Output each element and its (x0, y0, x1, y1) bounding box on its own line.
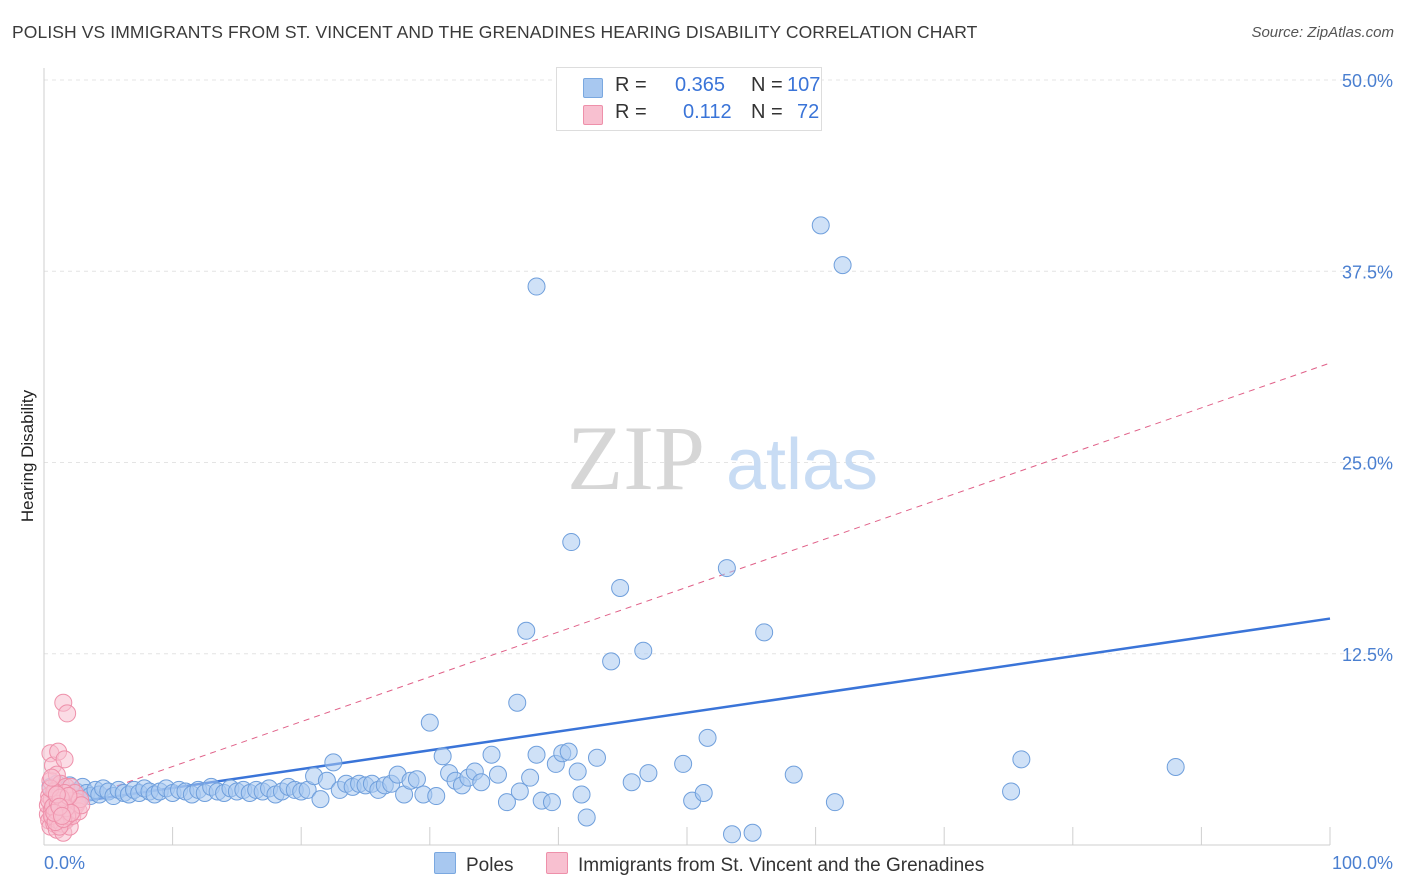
watermark-zip: ZIP (567, 407, 705, 509)
data-point-0 (488, 765, 507, 784)
data-point-0 (602, 652, 621, 671)
data-point-0 (755, 623, 774, 642)
data-point-1 (58, 704, 77, 723)
data-point-0 (527, 745, 546, 764)
data-point-0 (317, 771, 336, 790)
bottom-legend-swatch-poles (434, 852, 456, 874)
data-point-1 (55, 750, 74, 769)
y-tick-label: 25.0% (1342, 454, 1393, 474)
legend-r-label: R = (615, 74, 647, 96)
data-point-0 (510, 782, 529, 801)
data-point-0 (568, 762, 587, 781)
data-point-0 (517, 621, 536, 640)
grid-lines (44, 79, 1390, 655)
data-point-0 (622, 773, 641, 792)
chart-title: POLISH VS IMMIGRANTS FROM ST. VINCENT AN… (12, 22, 978, 42)
x-tick-label: 0.0% (44, 853, 85, 873)
data-point-1 (42, 768, 61, 787)
legend-r-value: 0.112 (683, 101, 732, 123)
legend-n-value: 72 (797, 101, 820, 123)
data-point-0 (611, 578, 630, 597)
data-point-0 (508, 693, 527, 712)
y-tick-label: 12.5% (1342, 645, 1393, 665)
data-point-0 (427, 787, 446, 806)
data-point-0 (521, 768, 540, 787)
data-point-0 (743, 823, 762, 842)
legend-r-value: 0.365 (675, 74, 726, 96)
y-tick-label: 50.0% (1342, 71, 1393, 91)
data-point-0 (559, 742, 578, 761)
data-point-0 (674, 754, 693, 773)
data-point-1 (53, 806, 72, 825)
data-point-0 (784, 765, 803, 784)
legend-n-label: N = (751, 101, 783, 123)
trend-line-0 (43, 617, 1331, 808)
data-point-0 (717, 559, 736, 578)
data-point-0 (639, 764, 658, 783)
stats-legend: R = 0.365 N = 107 R = 0.112 N = 72 (556, 67, 822, 131)
x-tick-label: 100.0% (1332, 853, 1393, 873)
data-point-0 (1002, 782, 1021, 801)
data-point-0 (311, 790, 330, 809)
source-label: Source: ZipAtlas.com (1251, 24, 1394, 41)
data-point-0 (407, 770, 426, 789)
data-point-0 (723, 825, 742, 844)
data-point-0 (1166, 757, 1185, 776)
legend-n-label: N = (751, 74, 783, 96)
data-point-0 (811, 216, 830, 235)
data-point-0 (698, 728, 717, 747)
data-point-0 (527, 277, 546, 296)
data-point-0 (324, 753, 343, 772)
data-point-0 (694, 783, 713, 802)
legend-swatch-immigrants (583, 105, 603, 125)
legend-n-value: 107 (787, 74, 821, 96)
legend-r-label: R = (615, 101, 647, 123)
data-point-0 (634, 641, 653, 660)
data-point-0 (577, 808, 596, 827)
data-point-0 (833, 256, 852, 275)
trend-line-1 (43, 362, 1331, 812)
legend-swatch-poles (583, 78, 603, 98)
trend-lines (43, 362, 1331, 812)
data-point-0 (497, 793, 516, 812)
x-tick-labels: 0.0% 100.0% (44, 853, 1393, 873)
bottom-legend-swatch-immigrants (546, 852, 568, 874)
data-point-0 (542, 793, 561, 812)
data-point-0 (472, 773, 491, 792)
y-tick-labels: 12.5% 25.0% 37.5% 50.0% (1342, 71, 1393, 665)
data-point-0 (433, 747, 452, 766)
bottom-legend-label-immigrants: Immigrants from St. Vincent and the Gren… (578, 855, 985, 876)
data-point-0 (587, 748, 606, 767)
bottom-legend-label-poles: Poles (466, 855, 514, 876)
y-axis-label: Hearing Disability (18, 389, 37, 522)
watermark-atlas: atlas (726, 425, 878, 505)
axes (43, 68, 1331, 846)
bottom-legend-poles: Poles (434, 852, 514, 877)
data-point-0 (420, 713, 439, 732)
bottom-legend-immigrants: Immigrants from St. Vincent and the Gren… (546, 852, 984, 877)
data-point-0 (572, 785, 591, 804)
y-tick-label: 37.5% (1342, 262, 1393, 282)
data-points (38, 216, 1185, 844)
data-point-0 (1012, 750, 1031, 769)
data-point-0 (825, 793, 844, 812)
data-point-0 (482, 745, 501, 764)
data-point-0 (562, 533, 581, 552)
